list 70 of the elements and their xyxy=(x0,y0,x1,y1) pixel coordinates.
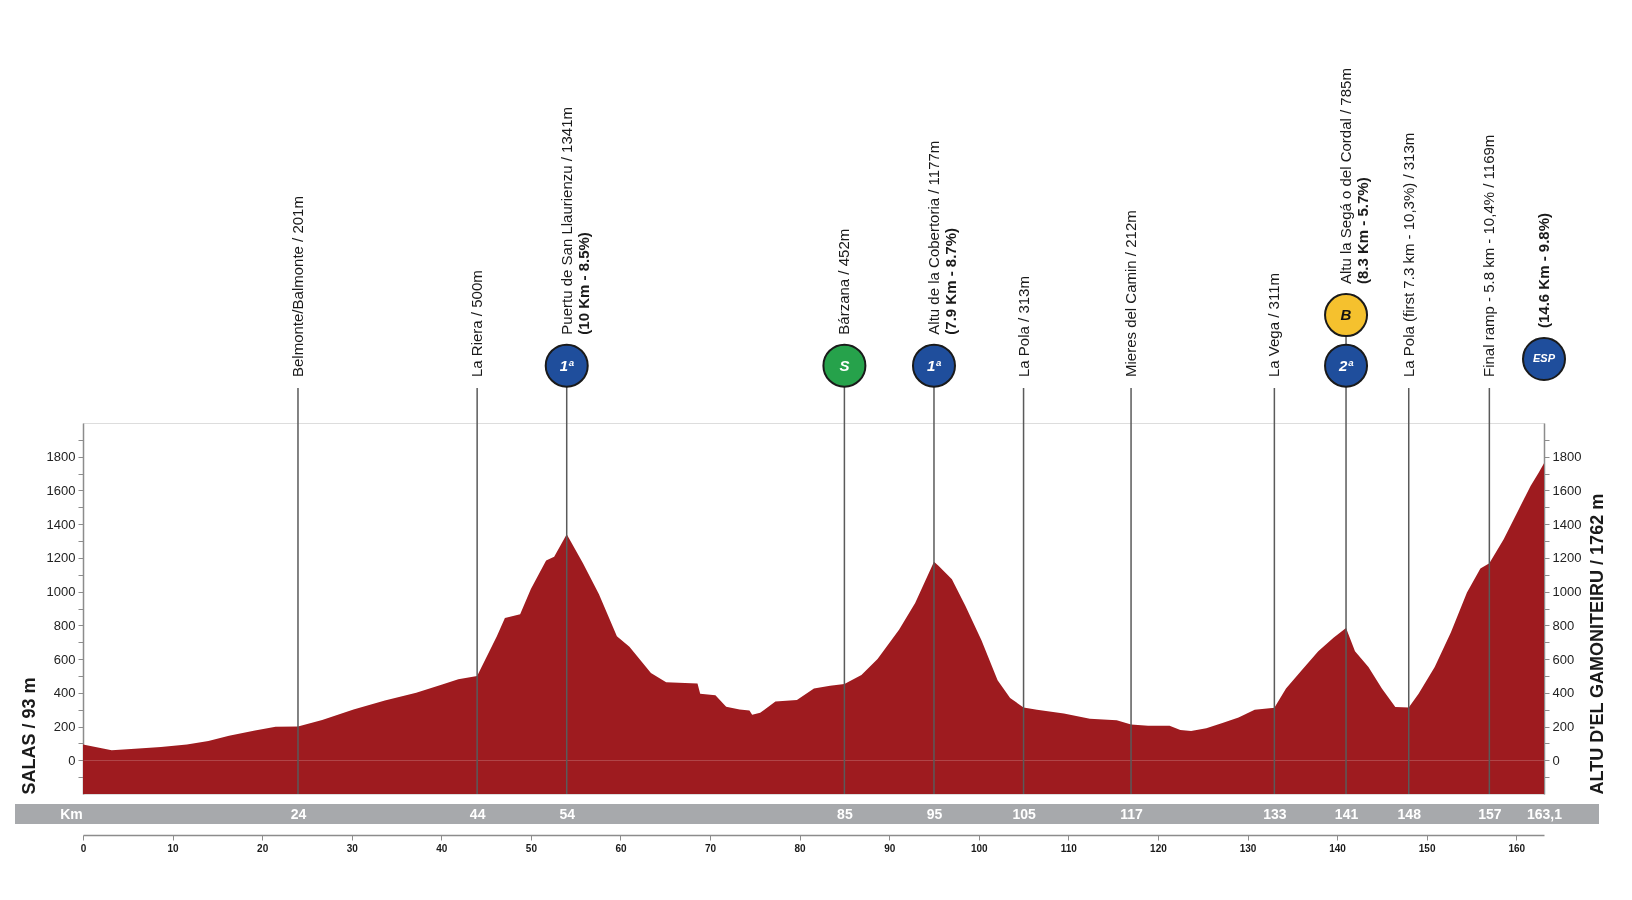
x2-tick-label: 95 xyxy=(926,805,943,822)
ref-line-label: Final ramp - 5.8 km - 10,4% / 1169m xyxy=(1480,134,1498,377)
x-tick-label: 20 xyxy=(257,842,269,854)
x2-tick-label: 85 xyxy=(837,805,853,822)
x2-tick-label: 117 xyxy=(1120,805,1144,822)
y2-tick-label: 400 xyxy=(1552,685,1575,701)
y2-tick-label: 1000 xyxy=(1552,584,1582,600)
y-tick-label: 600 xyxy=(53,651,76,667)
ref-line-label: Belmonte/Balmonte / 201m xyxy=(288,196,306,377)
ref-line-label: Mieres del Camin / 212m xyxy=(1122,210,1140,377)
y2-tick-label: 1800 xyxy=(1552,449,1582,465)
text: (14.6 Km - 9.8%) xyxy=(1535,212,1552,328)
y-tick-label: 800 xyxy=(53,617,76,633)
x-tick-label: 160 xyxy=(1508,842,1526,854)
x2-tick-label: 105 xyxy=(1012,805,1036,822)
y2-axis-title: ALTU D'EL GAMONITEIRU / 1762 m xyxy=(1587,493,1608,795)
x-tick-label: 130 xyxy=(1239,842,1257,854)
ref-line-label: La Vega / 311m xyxy=(1265,273,1283,377)
x2-tick-label: 44 xyxy=(469,805,486,822)
y2-tick-label: 1200 xyxy=(1552,550,1582,566)
ref-line-label: La Riera / 500m xyxy=(468,270,486,377)
x-tick-label: 10 xyxy=(167,842,180,854)
ref-line-label: Bárzana / 452m xyxy=(835,228,853,335)
y2-tick-label: 1400 xyxy=(1552,516,1582,532)
x-tick-label: 70 xyxy=(704,842,717,854)
x-tick-label: 30 xyxy=(346,842,359,854)
text: ESP xyxy=(1532,352,1556,364)
y-tick-label: 1800 xyxy=(46,449,76,465)
y-tick-label: 200 xyxy=(53,719,76,735)
x-tick-label: 0 xyxy=(80,842,87,854)
y-tick-label: 400 xyxy=(53,685,76,701)
x-tick-label: 100 xyxy=(970,842,989,854)
y-axis-title: SALAS / 93 m xyxy=(18,677,39,795)
y-tick-label: 1200 xyxy=(46,550,76,566)
y-tick-label: 0 xyxy=(68,752,76,768)
x-tick-label: 140 xyxy=(1329,842,1347,854)
x2-tick-label: 54 xyxy=(559,805,576,822)
annotation: 2ª xyxy=(1338,356,1354,374)
y-tick-label: 1400 xyxy=(46,516,76,532)
ref-line-label: La Pola (first 7.3 km - 10,3%) / 313m xyxy=(1399,132,1417,377)
annotation: S xyxy=(839,356,850,374)
x2-tick-label: 141 xyxy=(1334,805,1359,822)
y2-tick-label: 800 xyxy=(1552,617,1575,633)
x-tick-label: 40 xyxy=(436,842,448,854)
text: Altu la Segá o del Cordal / 785m (8.3 Km - 5.7%) xyxy=(1337,68,1372,285)
x-tick-label: 90 xyxy=(884,842,896,854)
x2-tick-label: 157 xyxy=(1478,805,1502,822)
y-tick-label: 1600 xyxy=(46,482,76,498)
x-tick-label: 120 xyxy=(1150,842,1168,854)
y2-tick-label: 0 xyxy=(1552,752,1560,768)
y2-tick-label: 200 xyxy=(1552,719,1575,735)
x2-tick-label: 133 xyxy=(1263,805,1287,822)
x-tick-label: 80 xyxy=(794,842,807,854)
x-tick-label: 150 xyxy=(1418,842,1436,854)
y2-tick-label: 600 xyxy=(1552,651,1575,667)
x2-axis-title: Km xyxy=(60,805,83,822)
text: Puertu de San Llaurienzu / 1341m (10 Km - 8.5%) xyxy=(557,107,592,335)
annotation: B xyxy=(1340,306,1352,324)
x2-tick-label: 163,1 xyxy=(1526,805,1563,822)
y-tick-label: 1000 xyxy=(46,584,76,600)
ref-line-label: La Pola / 313m xyxy=(1014,276,1032,377)
x-tick-label: 50 xyxy=(525,842,538,854)
x2-tick-label: 148 xyxy=(1397,805,1422,822)
x-tick-label: 110 xyxy=(1060,842,1078,854)
text: Altu de la Cobertoria / 1177m (7.9 Km - 8.7%) xyxy=(924,140,959,335)
annotation: 1ª xyxy=(559,356,575,374)
y2-tick-label: 1600 xyxy=(1552,482,1582,498)
annotation: 1ª xyxy=(927,356,942,374)
x2-tick-label: 24 xyxy=(290,805,307,822)
x-tick-label: 60 xyxy=(615,842,627,854)
